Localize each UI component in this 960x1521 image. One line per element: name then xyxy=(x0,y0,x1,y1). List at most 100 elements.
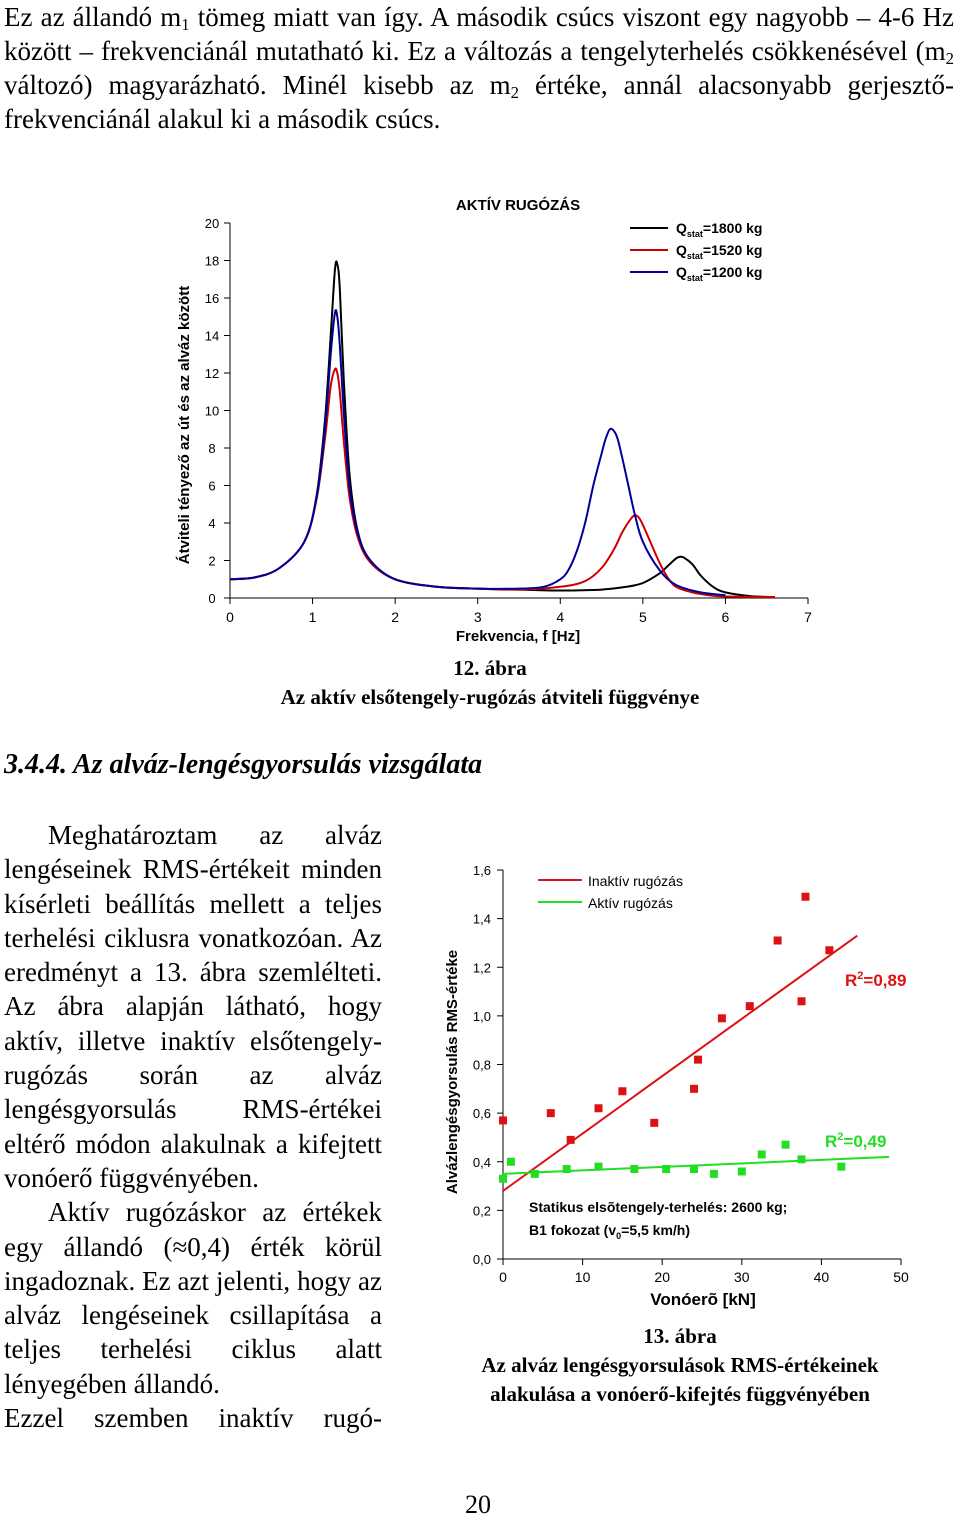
data-point-active xyxy=(690,1165,699,1174)
data-point-inactive xyxy=(797,997,806,1006)
data-point-active xyxy=(499,1174,507,1183)
chart12-x-tick-label: 6 xyxy=(722,609,730,625)
r2-active-label: R2=0,49 xyxy=(825,1131,886,1151)
chart12-ylabel: Átviteli tényező az út és az alváz közöt… xyxy=(176,286,193,564)
data-point-inactive xyxy=(694,1055,703,1064)
data-point-inactive xyxy=(566,1135,575,1144)
chart12-y-tick-label: 10 xyxy=(205,404,219,419)
legend-label-active: Aktív rugózás xyxy=(588,895,673,911)
chart13-y-tick-label: 1,4 xyxy=(473,912,491,927)
data-point-active xyxy=(837,1162,846,1171)
figure-12-title: Az aktív elsőtengely-rugózás átviteli fü… xyxy=(280,685,700,709)
chart12-y-tick-label: 12 xyxy=(205,366,219,381)
transfer-function-chart: AKTÍV RUGÓZÁS Átviteli tényező az út és … xyxy=(176,196,812,645)
chart13-y-tick-label: 0,2 xyxy=(473,1203,491,1218)
chart12-xlabel: Frekvencia, f [Hz] xyxy=(456,628,580,645)
chart13-annotation-1: Statikus elsõtengely-terhelés: 2600 kg; xyxy=(529,1199,787,1215)
chart13-y-tick-label: 1,2 xyxy=(473,960,491,975)
data-point-active xyxy=(594,1162,603,1171)
page-number: 20 xyxy=(465,1490,491,1519)
chart12-title: AKTÍV RUGÓZÁS xyxy=(456,196,580,214)
chart13-y-tick-label: 0,4 xyxy=(473,1155,491,1170)
rms-acceleration-chart: Alvázlengésgyorsulás RMS-értéke Vonóerõ … xyxy=(444,863,909,1309)
data-point-inactive xyxy=(825,946,834,955)
section-title: 3.4.4. Az alváz-lengésgyorsulás vizsgála… xyxy=(4,749,483,780)
data-point-inactive xyxy=(745,1002,754,1011)
chart12-y-tick-label: 8 xyxy=(208,441,215,456)
chart13-annotation-2: B1 fokozat (v0=5,5 km/h) xyxy=(529,1222,690,1241)
data-point-inactive xyxy=(499,1116,507,1125)
chart12-x-tick-label: 5 xyxy=(639,609,647,625)
legend-label-1800: Qstat=1800 kg xyxy=(676,220,762,239)
r2-inactive-label: R2=0,89 xyxy=(845,970,906,990)
series-qstat-1200 xyxy=(229,309,726,597)
fit-line-inactive xyxy=(502,934,858,1192)
chart12-x-tick-label: 1 xyxy=(309,609,317,625)
chart13-x-tick-label: 40 xyxy=(814,1269,830,1285)
intro-text-d: értéke, annál alacsonyabb gerjesztő-frek… xyxy=(4,70,954,134)
chart13-x-tick-label: 10 xyxy=(575,1269,591,1285)
chart13-x-tick-label: 50 xyxy=(893,1269,909,1285)
chart12-y-tick-label: 16 xyxy=(205,291,219,306)
figure-12-caption: 12. ábra Az aktív elsőtengely-rugózás át… xyxy=(160,654,820,712)
chart12-y-tick-label: 2 xyxy=(208,554,215,569)
body-paragraph-2: Aktív rugózáskor az értékek egy állandó … xyxy=(4,1197,382,1399)
legend-label-1200: Qstat=1200 kg xyxy=(676,264,762,283)
intro-text-a: Ez az állandó m xyxy=(4,2,182,32)
chart13-legend: Inaktív rugózás Aktív rugózás xyxy=(538,873,683,911)
chart12-y-tick-label: 20 xyxy=(205,216,219,231)
data-point-active xyxy=(757,1150,766,1159)
chart13-xlabel: Vonóerõ [kN] xyxy=(650,1290,755,1309)
figure-13-caption: 13. ábra Az alváz lengésgyorsulások RMS-… xyxy=(435,1322,925,1409)
chart13-ylabel: Alvázlengésgyorsulás RMS-értéke xyxy=(444,950,461,1194)
figure-13-title-line-1: Az alváz lengésgyorsulások RMS-értékeine… xyxy=(481,1353,879,1377)
intro-text-b: tömeg miatt van így. A második csúcs vis… xyxy=(4,2,955,66)
intro-text-c: változó) magyarázható. Minél kisebb az m xyxy=(4,70,511,100)
chart12-y-tick-label: 4 xyxy=(208,516,215,531)
body-text: Meghatároztam az alváz lengéseinek RMS-é… xyxy=(4,818,382,1435)
intro-sub: 2 xyxy=(945,49,954,69)
series-qstat-1800 xyxy=(229,260,776,599)
data-point-inactive xyxy=(650,1118,659,1127)
data-point-inactive xyxy=(546,1109,555,1118)
data-point-active xyxy=(506,1157,515,1166)
data-point-inactive xyxy=(773,936,782,945)
chart13-x-tick-label: 30 xyxy=(734,1269,750,1285)
data-point-inactive xyxy=(690,1084,699,1093)
legend-label-inactive: Inaktív rugózás xyxy=(588,873,683,889)
data-point-active xyxy=(709,1169,718,1178)
chart12-x-tick-label: 3 xyxy=(474,609,482,625)
body-paragraph-3: Ezzel szemben inaktív rugó- xyxy=(4,1403,382,1434)
data-point-active xyxy=(662,1165,671,1174)
chart12-x-tick-label: 2 xyxy=(391,609,399,625)
chart12-x-tick-label: 0 xyxy=(226,609,234,625)
chart12-legend: Qstat=1800 kg Qstat=1520 kg Qstat=1200 k… xyxy=(630,220,762,283)
chart12-y-tick-label: 6 xyxy=(208,479,215,494)
figure-12-number: 12. ábra xyxy=(453,656,527,680)
data-point-active xyxy=(530,1169,539,1178)
figure-13-number: 13. ábra xyxy=(643,1324,717,1348)
data-point-active xyxy=(781,1140,790,1149)
data-point-active xyxy=(737,1167,746,1176)
chart12-y-tick-label: 18 xyxy=(205,254,219,269)
data-point-inactive xyxy=(717,1014,726,1023)
chart12-x-tick-label: 4 xyxy=(556,609,564,625)
data-point-active xyxy=(797,1155,806,1164)
intro-paragraph: Ez az állandó m1 tömeg miatt van így. A … xyxy=(4,0,954,136)
body-paragraph-1: Meghatároztam az alváz lengéseinek RMS-é… xyxy=(4,820,382,1193)
chart13-x-tick-label: 20 xyxy=(654,1269,670,1285)
chart12-x-tick-label: 7 xyxy=(804,609,812,625)
chart12-y-tick-label: 14 xyxy=(205,329,219,344)
intro-sub: 2 xyxy=(510,83,519,103)
data-point-active xyxy=(630,1165,639,1174)
chart12-y-tick-label: 0 xyxy=(208,591,215,606)
intro-sub: 1 xyxy=(181,15,190,35)
legend-label-1520: Qstat=1520 kg xyxy=(676,242,762,261)
chart13-y-tick-label: 1,6 xyxy=(473,863,491,878)
data-point-inactive xyxy=(801,892,810,901)
data-point-inactive xyxy=(618,1087,627,1096)
data-point-inactive xyxy=(594,1104,603,1113)
chart13-x-tick-label: 0 xyxy=(499,1269,507,1285)
data-point-active xyxy=(562,1165,571,1174)
chart13-y-tick-label: 0,0 xyxy=(473,1252,491,1267)
